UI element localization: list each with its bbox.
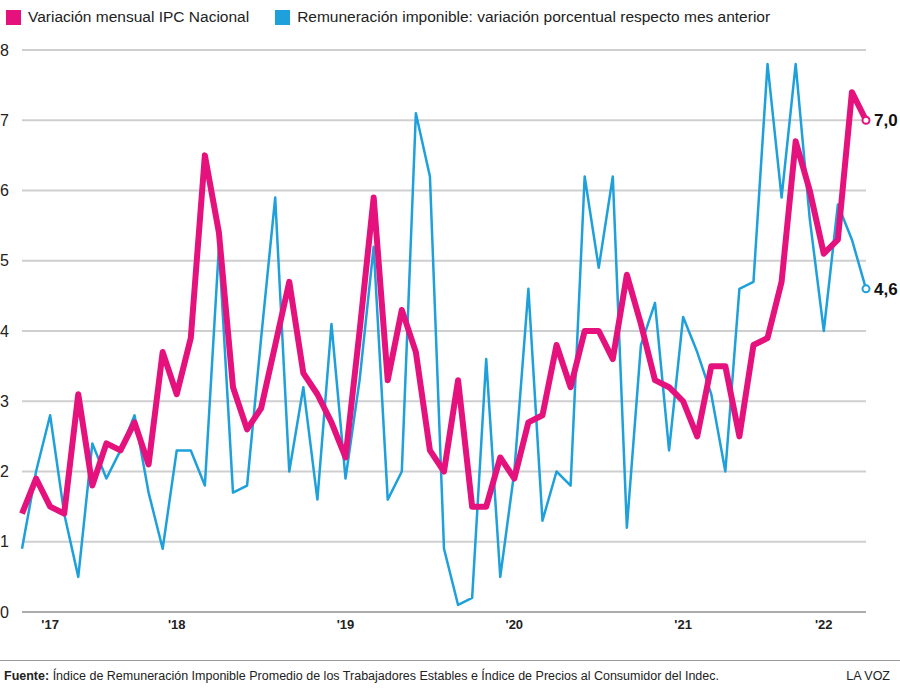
svg-text:7,0: 7,0	[874, 111, 892, 130]
svg-text:2: 2	[8, 463, 9, 480]
svg-text:'17: '17	[41, 617, 59, 632]
svg-text:7: 7	[8, 112, 9, 129]
svg-text:6: 6	[8, 182, 9, 199]
svg-text:3: 3	[8, 393, 9, 410]
html-text:Variación mensual IPC Nacional: Variación mensual IPC Nacional	[28, 8, 250, 25]
svg-text:1: 1	[8, 533, 9, 550]
html-text:Fuente: Índice de Remuneración: Fuente: Índice de Remuneración Imponible…	[4, 669, 719, 683]
html-text:LA VOZ: LA VOZ	[846, 669, 890, 683]
svg-text:'18: '18	[168, 617, 186, 632]
svg-text:4,6: 4,6	[874, 280, 892, 299]
svg-text:8: 8	[8, 42, 9, 59]
html-text:Remuneración imponible: variac: Remuneración imponible: variación porcen…	[297, 8, 771, 25]
svg-text:'21: '21	[674, 617, 692, 632]
svg-text:5: 5	[8, 252, 9, 269]
svg-text:'22: '22	[815, 617, 833, 632]
svg-text:'19: '19	[337, 617, 355, 632]
svg-text:4: 4	[8, 323, 9, 340]
svg-text:'20: '20	[506, 617, 524, 632]
svg-text:0: 0	[8, 604, 9, 621]
